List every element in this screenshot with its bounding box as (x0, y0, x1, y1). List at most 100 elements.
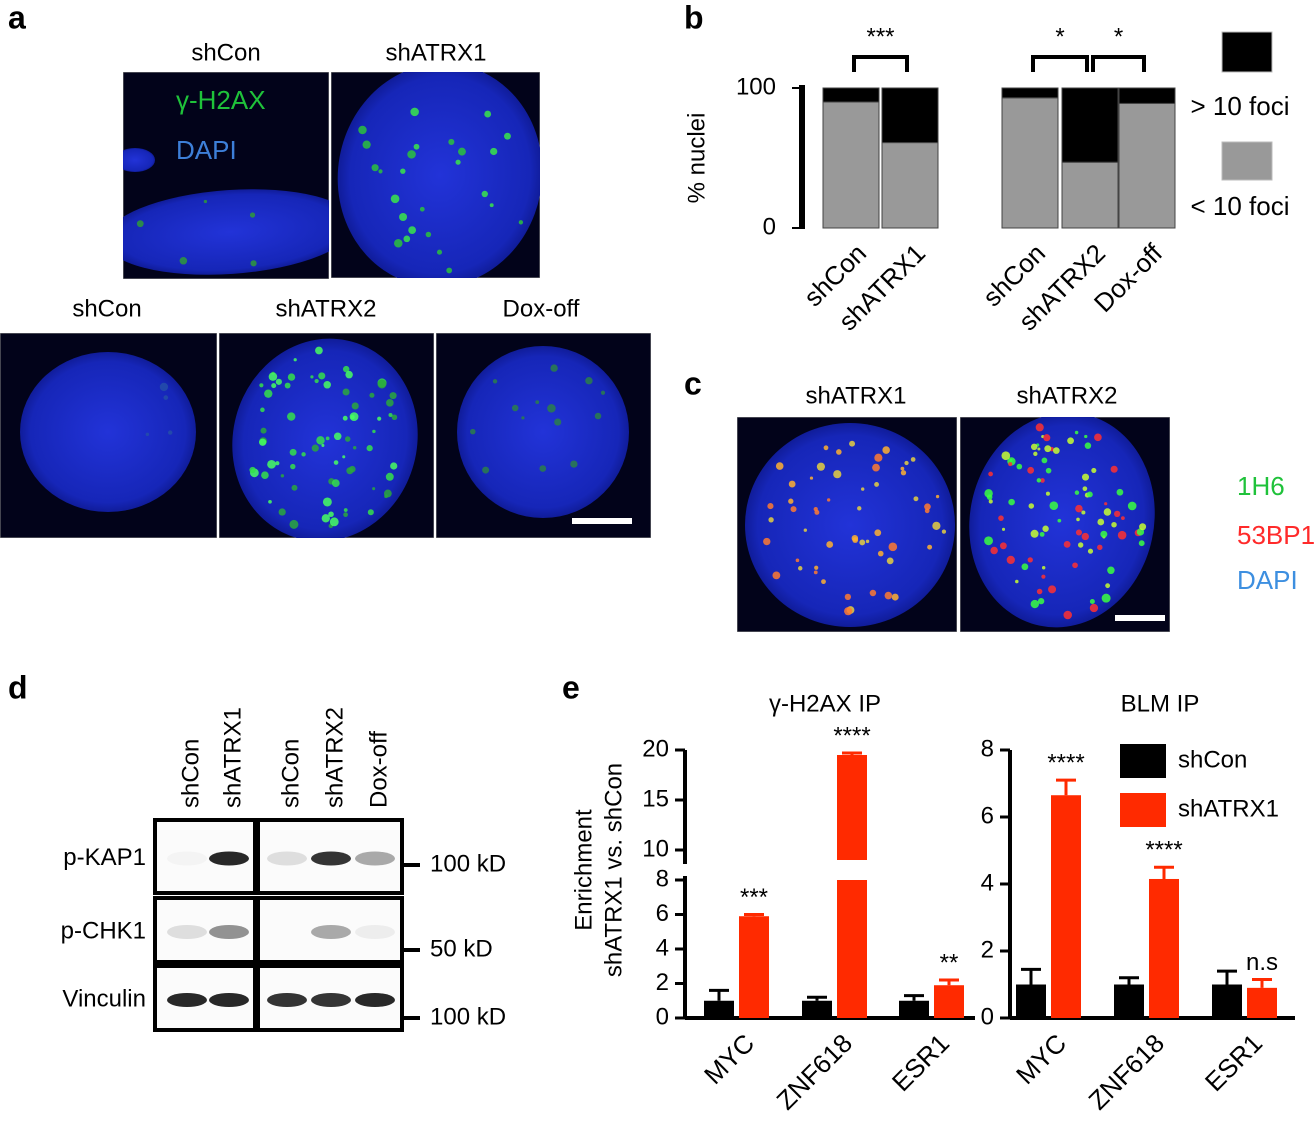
focus (1039, 531, 1045, 537)
panel-letter: b (684, 0, 704, 35)
focus (350, 415, 355, 420)
focus (349, 465, 356, 473)
focus (886, 557, 894, 565)
focus (203, 199, 208, 204)
bar (739, 916, 769, 1018)
focus (874, 529, 882, 537)
focus (342, 415, 348, 421)
focus (260, 407, 265, 413)
y-axis (799, 85, 805, 228)
bar-segment (1001, 97, 1059, 229)
y-tick-label: 6 (656, 900, 669, 927)
image-title: shATRX1 (806, 382, 907, 409)
focus (826, 541, 834, 548)
focus (988, 499, 993, 504)
focus (521, 416, 525, 420)
focus (797, 566, 803, 571)
panel-letter: a (8, 0, 26, 35)
focus (1036, 478, 1042, 483)
panel-letter: e (562, 669, 580, 705)
error-bar (807, 995, 827, 1001)
focus (366, 445, 373, 452)
focus (275, 378, 282, 385)
micrograph (436, 333, 651, 538)
legend-label: shCon (1178, 746, 1247, 773)
image-title: shATRX2 (276, 295, 377, 322)
significance-label: * (1114, 23, 1123, 50)
focus (436, 249, 443, 255)
focus (1043, 434, 1051, 442)
bar (1212, 984, 1242, 1018)
focus (768, 517, 774, 523)
focus (833, 470, 842, 479)
focus (1139, 523, 1147, 531)
focus (371, 164, 379, 172)
micrograph (737, 417, 957, 632)
focus (325, 436, 330, 441)
focus (884, 591, 893, 600)
focus (1009, 458, 1013, 462)
focus (1036, 588, 1043, 595)
focus (941, 529, 947, 534)
significance-label: **** (1047, 749, 1084, 776)
focus (289, 448, 297, 456)
focus (321, 443, 325, 447)
focus (136, 220, 144, 228)
focus (271, 383, 277, 389)
focus (407, 150, 416, 159)
x-tick-label: ESR1 (1199, 1028, 1268, 1097)
y-tick-label: 0 (656, 1003, 669, 1030)
stain-label: DAPI (176, 135, 237, 165)
focus (1072, 562, 1078, 569)
bar-segment (822, 101, 880, 229)
nucleus (969, 417, 1155, 628)
error-bar (1119, 976, 1139, 985)
focus (924, 508, 930, 514)
focus (446, 267, 453, 274)
focus (342, 365, 350, 373)
band (267, 993, 307, 1007)
band (167, 852, 207, 866)
focus (1074, 490, 1080, 495)
x-tick-label: MYC (698, 1028, 760, 1090)
focus (367, 509, 374, 516)
focus (775, 462, 784, 470)
focus (1104, 502, 1108, 506)
panel-letter: c (684, 365, 702, 401)
focus (809, 476, 814, 480)
focus (1114, 510, 1121, 518)
focus (990, 546, 998, 555)
focus (1015, 579, 1019, 584)
focus (1042, 525, 1049, 532)
focus (362, 140, 371, 149)
band (209, 851, 249, 866)
y-axis-label: shATRX1 vs. shCon (600, 763, 627, 977)
focus (600, 390, 606, 395)
focus (159, 382, 169, 392)
lane-label: Dox-off (365, 731, 392, 808)
blot-row-label: p-CHK1 (61, 917, 146, 944)
focus (1001, 451, 1011, 461)
focus (408, 226, 417, 235)
marker-label: 100 kD (430, 850, 506, 877)
focus (1063, 540, 1071, 548)
bar-segment (1061, 87, 1119, 163)
focus (391, 414, 398, 421)
y-tick-label: 20 (642, 735, 669, 762)
bar-segment (1061, 161, 1119, 229)
focus (470, 428, 476, 435)
focus (413, 143, 420, 150)
focus (763, 537, 771, 546)
focus (924, 503, 931, 510)
lane-label: shCon (177, 739, 204, 808)
focus (316, 436, 325, 445)
blot-box (153, 896, 257, 964)
bar (802, 1000, 832, 1018)
focus (813, 570, 818, 575)
focus (874, 453, 883, 462)
focus (1045, 467, 1052, 474)
focus (351, 402, 359, 410)
error-bar (1252, 977, 1272, 988)
focus (1037, 447, 1041, 451)
focus (874, 482, 879, 487)
